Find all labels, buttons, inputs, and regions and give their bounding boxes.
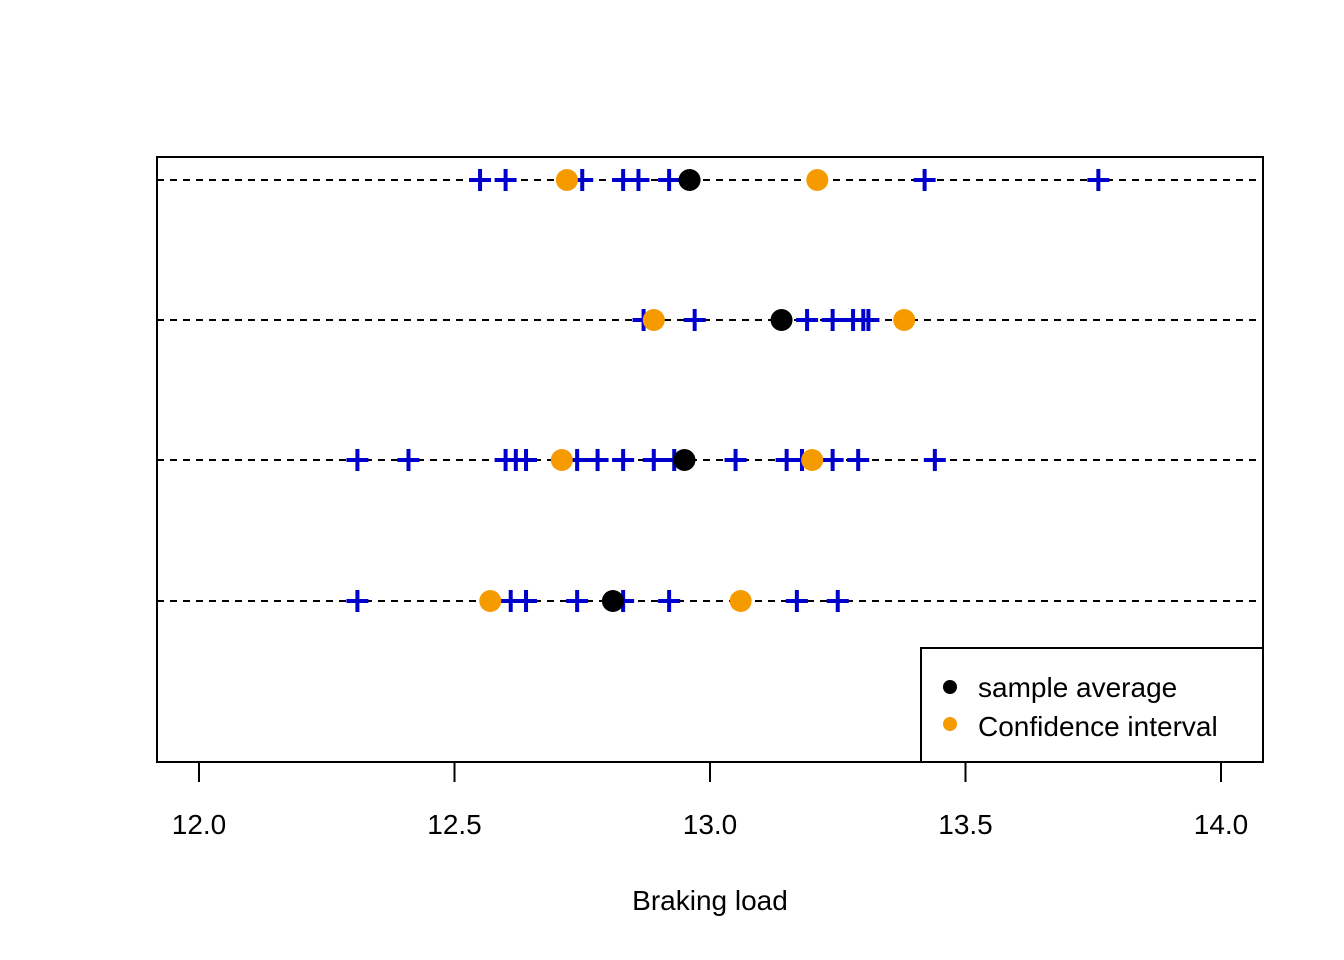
confidence-interval-point-3-lower xyxy=(550,449,573,471)
sample-average-point-4 xyxy=(601,590,624,612)
observation-plus-4-1 xyxy=(346,590,369,612)
rows-layer xyxy=(157,179,1263,602)
observation-plus-3-5 xyxy=(515,449,538,471)
observation-plus-1-8 xyxy=(1087,169,1110,191)
marks-layer xyxy=(346,169,1110,612)
observation-plus-1-6 xyxy=(658,169,681,191)
x-axis-title: Braking load xyxy=(632,885,788,916)
confidence-interval-point-2-lower xyxy=(642,309,665,331)
observation-plus-1-1 xyxy=(469,169,492,191)
confidence-interval-point-1-lower xyxy=(555,169,578,191)
x-tick-label-5: 14.0 xyxy=(1194,809,1249,840)
observation-plus-2-7 xyxy=(857,309,880,331)
legend-marker-confidence-interval xyxy=(943,717,957,731)
sample-average-point-2 xyxy=(770,309,793,331)
observation-plus-4-4 xyxy=(566,590,589,612)
observation-plus-1-7 xyxy=(913,169,936,191)
observation-plus-2-3 xyxy=(796,309,819,331)
observation-plus-3-9 xyxy=(642,449,665,471)
legend-box xyxy=(920,647,1264,763)
observation-plus-1-2 xyxy=(494,169,517,191)
confidence-interval-point-2-upper xyxy=(893,309,916,331)
observation-plus-3-7 xyxy=(586,449,609,471)
x-tick-label-4: 13.5 xyxy=(938,809,993,840)
x-tick-label-2: 12.5 xyxy=(427,809,482,840)
confidence-interval-point-3-upper xyxy=(801,449,824,471)
observation-plus-4-6 xyxy=(658,590,681,612)
observation-plus-3-2 xyxy=(397,449,420,471)
legend-label-confidence-interval: Confidence interval xyxy=(978,711,1218,742)
sample-average-point-3 xyxy=(673,449,696,471)
observation-plus-3-11 xyxy=(724,449,747,471)
observation-plus-1-5 xyxy=(627,169,650,191)
observation-plus-3-8 xyxy=(612,449,635,471)
confidence-interval-point-1-upper xyxy=(806,169,829,191)
observation-plus-3-15 xyxy=(847,449,870,471)
legend-label-sample-average: sample average xyxy=(978,672,1177,703)
observation-plus-4-3 xyxy=(515,590,538,612)
sample-average-point-1 xyxy=(678,169,701,191)
x-tick-label-1: 12.0 xyxy=(172,809,227,840)
observation-plus-2-4 xyxy=(821,309,844,331)
x-tick-label-3: 13.0 xyxy=(683,809,738,840)
legend-marker-sample-average xyxy=(943,680,957,694)
observation-plus-4-8 xyxy=(826,590,849,612)
observation-plus-2-2 xyxy=(683,309,706,331)
observation-plus-3-16 xyxy=(923,449,946,471)
confidence-interval-point-4-lower xyxy=(479,590,502,612)
observation-plus-4-7 xyxy=(785,590,808,612)
confidence-interval-point-4-upper xyxy=(729,590,752,612)
observation-plus-3-14 xyxy=(821,449,844,471)
observation-plus-3-1 xyxy=(346,449,369,471)
legend: sample average Confidence interval xyxy=(920,647,1264,763)
